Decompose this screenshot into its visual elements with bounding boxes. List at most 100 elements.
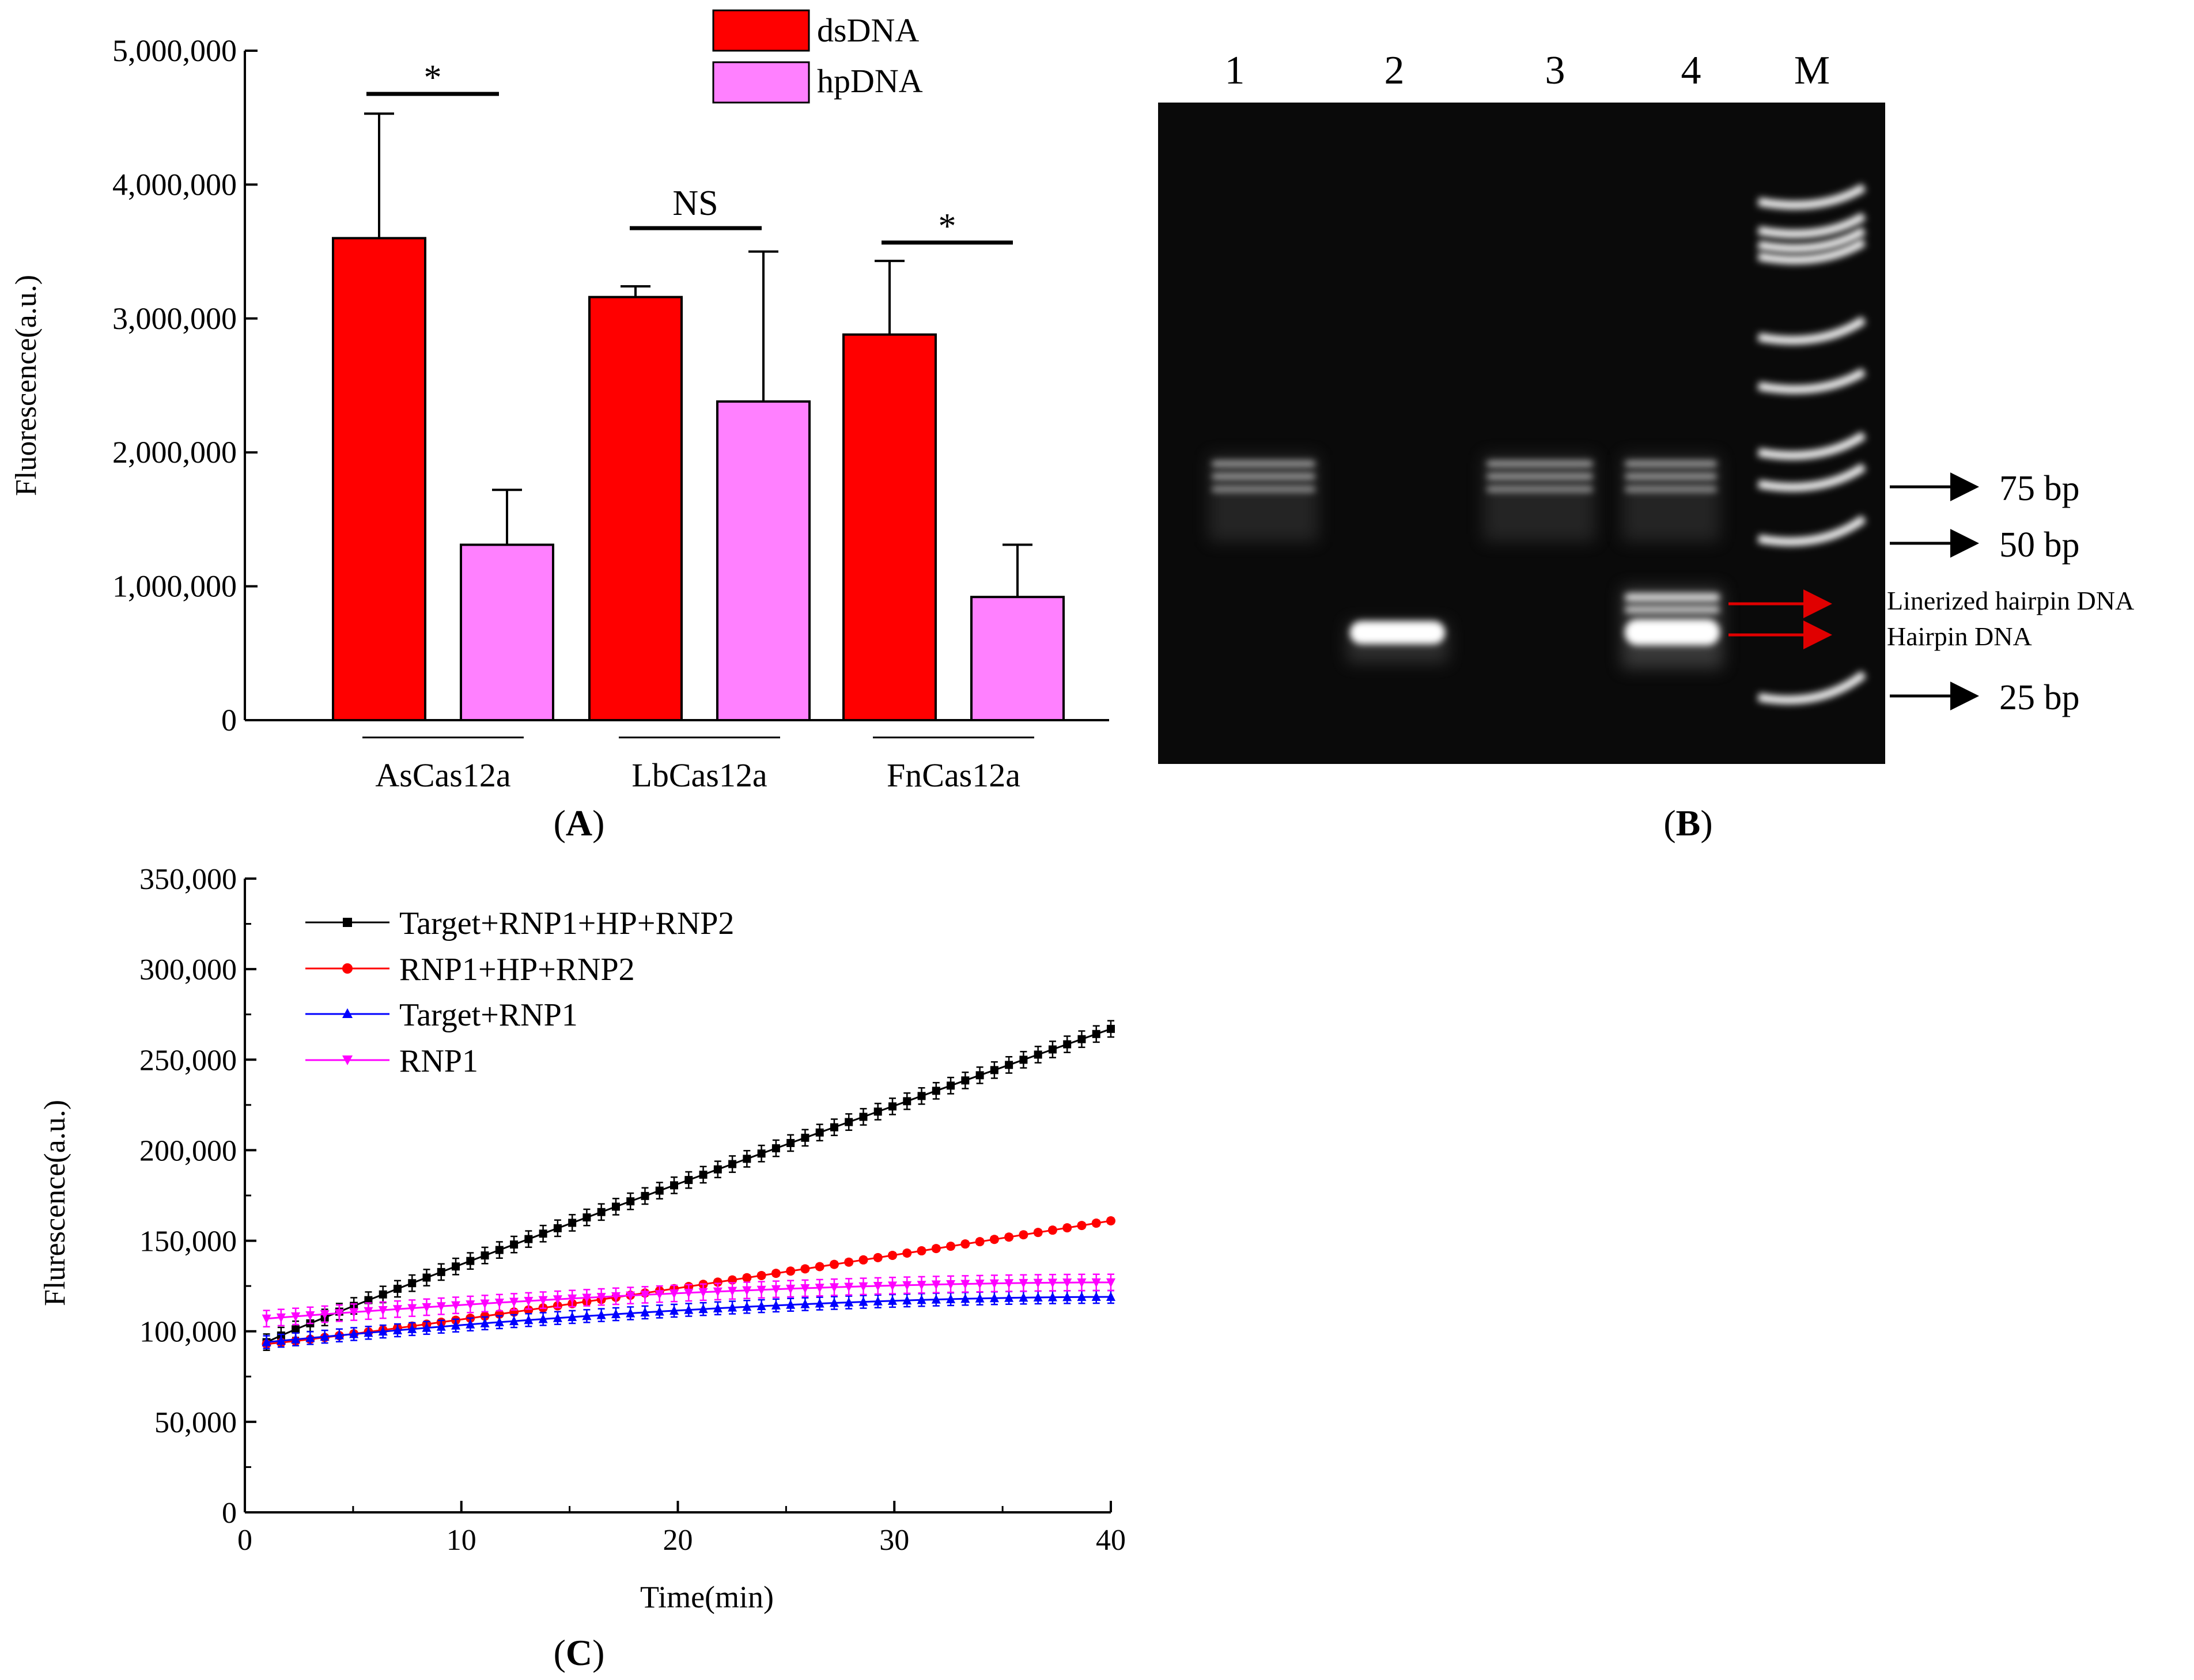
data-point [771, 1285, 781, 1295]
data-point [917, 1295, 926, 1304]
data-point [466, 1300, 475, 1310]
data-point [596, 1310, 606, 1319]
data-point [1092, 1030, 1100, 1038]
data-point [669, 1289, 679, 1299]
data-point [568, 1294, 577, 1304]
legend-swatch-hpdna [712, 61, 810, 104]
data-point [305, 1311, 315, 1320]
data-point [1005, 1061, 1013, 1069]
panel-a-y-axis-label: Fluorescence(a.u.) [10, 275, 43, 496]
data-point [582, 1213, 591, 1222]
y-tick-label: 0 [221, 703, 237, 737]
data-point [1019, 1230, 1028, 1240]
label-50bp: 50 bp [1999, 525, 2080, 565]
panel-c-y-ticks: 0 50,000 100,000 150,000 200,000 250,000 300,0… [139, 863, 256, 1530]
data-point [829, 1283, 839, 1293]
data-point [932, 1087, 940, 1095]
lane-label-1: 1 [1225, 48, 1245, 93]
data-point [1019, 1278, 1028, 1288]
legend-label-dsdna: dsDNA [817, 12, 919, 49]
data-point [611, 1309, 621, 1319]
data-point [364, 1307, 373, 1316]
data-point [539, 1229, 547, 1238]
data-point [655, 1290, 664, 1300]
data-point [698, 1288, 708, 1297]
data-point [392, 1325, 402, 1335]
data-point [451, 1320, 461, 1330]
data-point [407, 1304, 417, 1314]
y-tick-label: 100,000 [139, 1316, 237, 1349]
data-point [334, 1309, 344, 1319]
data-point [975, 1237, 985, 1247]
panel-b-label: (B) [1663, 803, 1712, 843]
data-point [1107, 1024, 1115, 1033]
data-point [917, 1281, 926, 1291]
data-point [756, 1301, 766, 1311]
series-RNP1+HP+RNP2 [262, 1216, 1115, 1349]
panel-c-line-chart: 0 50,000 100,000 150,000 200,000 250,000 300,0… [39, 863, 1126, 1673]
data-point [961, 1076, 970, 1085]
data-point [292, 1325, 300, 1334]
data-point [947, 1081, 955, 1090]
y-tick-label: 300,000 [139, 953, 237, 986]
bar-hpDNA-LbCas12a [716, 400, 811, 721]
data-point [888, 1295, 898, 1305]
data-point [451, 1301, 461, 1311]
data-point [378, 1306, 388, 1315]
data-point [568, 1219, 577, 1227]
data-point [480, 1299, 490, 1309]
data-point [975, 1071, 984, 1080]
y-tick-label: 5,000,000 [112, 33, 237, 68]
significance-asCas12a: * [366, 58, 499, 97]
lane-4-bands [1622, 455, 1723, 668]
data-point [815, 1128, 824, 1137]
data-point [320, 1310, 330, 1320]
data-point [655, 1306, 664, 1316]
data-point [800, 1299, 810, 1308]
data-point [582, 1311, 592, 1320]
data-point [743, 1155, 751, 1163]
data-point [596, 1293, 606, 1303]
data-point [931, 1294, 941, 1304]
data-point [1062, 1278, 1072, 1288]
data-point [1106, 1292, 1115, 1301]
data-point [917, 1246, 926, 1256]
data-point [1077, 1278, 1087, 1288]
data-point [989, 1279, 999, 1289]
lane-label-m: M [1794, 48, 1830, 93]
data-point [1019, 1292, 1028, 1302]
data-point [728, 1302, 737, 1312]
data-point [844, 1282, 854, 1292]
data-point [568, 1311, 577, 1321]
data-point [946, 1293, 956, 1303]
data-point [960, 1239, 970, 1249]
significance-lbCas12a: NS [630, 184, 762, 230]
data-point [626, 1308, 635, 1318]
data-point [524, 1305, 534, 1315]
data-point [931, 1244, 941, 1254]
significance-label: * [424, 58, 442, 97]
y-tick-label: 200,000 [139, 1134, 237, 1167]
data-point [509, 1297, 519, 1307]
data-point [946, 1280, 956, 1290]
data-point [291, 1334, 301, 1344]
data-point [800, 1284, 810, 1293]
legend-entry-target-rnp1: Target+RNP1 [305, 997, 578, 1033]
data-point [582, 1293, 592, 1303]
data-point [699, 1170, 708, 1179]
data-point [1106, 1216, 1115, 1225]
lane-1-bands [1209, 455, 1318, 542]
legend-label: RNP1 [399, 1043, 478, 1079]
data-point [509, 1316, 519, 1326]
data-point [786, 1284, 796, 1294]
data-point [728, 1160, 737, 1168]
data-point [276, 1335, 286, 1345]
data-point [670, 1181, 679, 1190]
bar-dsDNA-LbCas12a [588, 296, 683, 721]
data-point [771, 1269, 781, 1278]
data-point [379, 1290, 387, 1299]
data-point [436, 1302, 446, 1312]
data-point [858, 1282, 868, 1292]
data-point [364, 1327, 373, 1337]
